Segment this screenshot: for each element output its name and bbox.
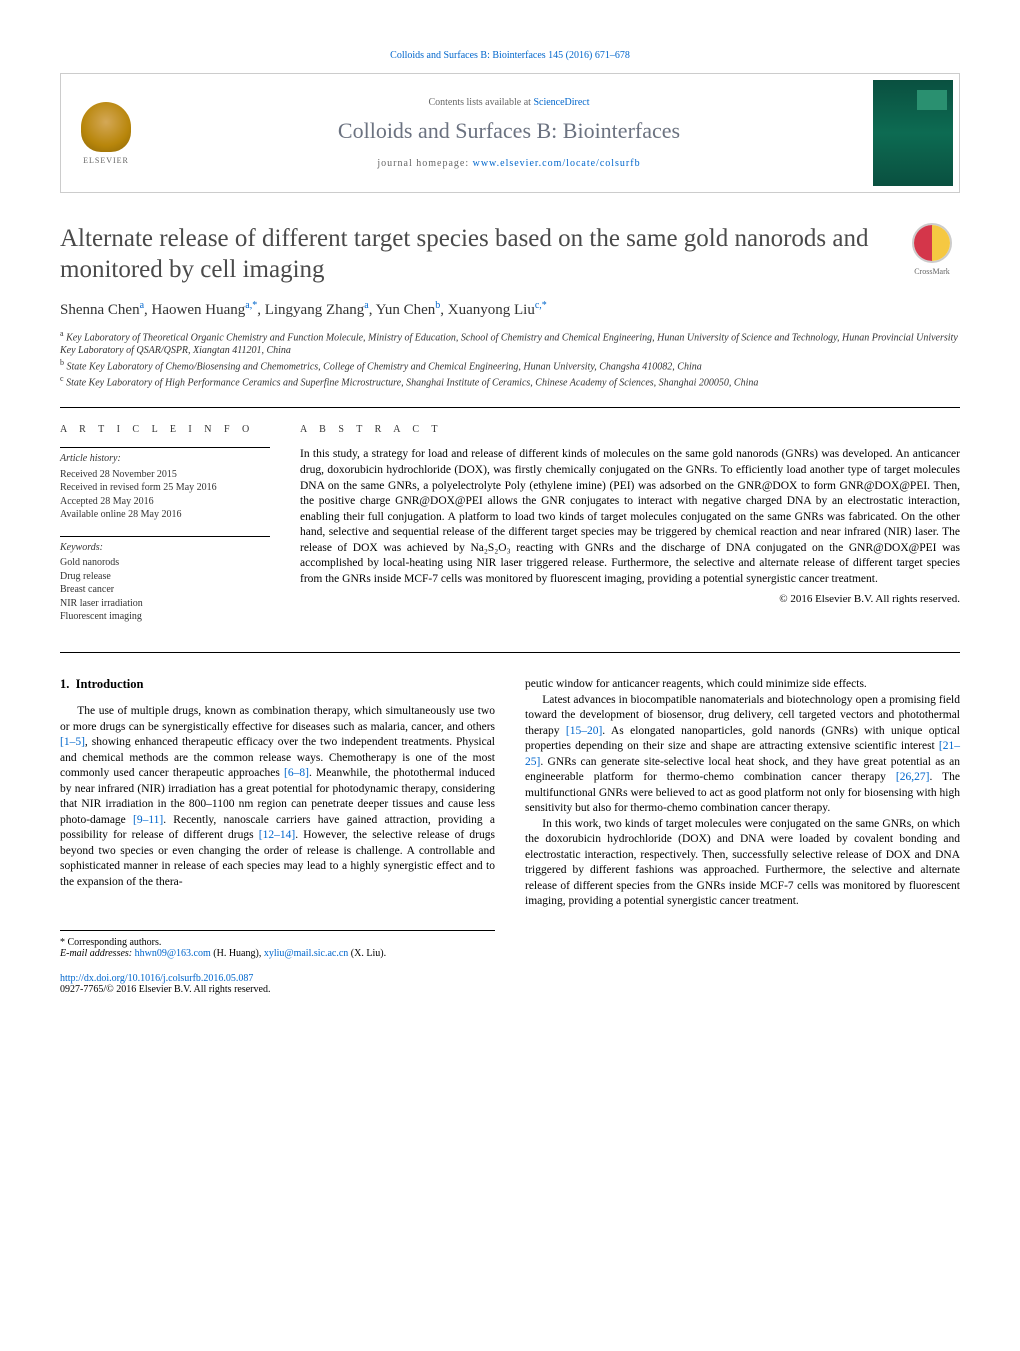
article-info-heading: A R T I C L E I N F O — [60, 424, 270, 435]
publisher-logo: ELSEVIER — [61, 74, 151, 192]
ref-link[interactable]: [9–11] — [133, 814, 163, 826]
crossmark-badge[interactable]: CrossMark — [904, 223, 960, 276]
corresponding-footnote: * Corresponding authors. E-mail addresse… — [60, 930, 495, 959]
keyword: Fluorescent imaging — [60, 610, 270, 624]
crossmark-label: CrossMark — [914, 267, 950, 276]
affiliation-a: a Key Laboratory of Theoretical Organic … — [60, 329, 960, 358]
journal-homepage-link[interactable]: www.elsevier.com/locate/colsurfb — [473, 158, 641, 169]
article-history-lines: Received 28 November 2015Received in rev… — [60, 468, 270, 522]
keyword: Breast cancer — [60, 583, 270, 597]
doi-block: http://dx.doi.org/10.1016/j.colsurfb.201… — [60, 973, 495, 995]
email-line: E-mail addresses: hhwn09@163.com (H. Hua… — [60, 948, 495, 959]
article-history-label: Article history: — [60, 452, 270, 466]
section-heading-intro: 1. Introduction — [60, 677, 495, 692]
homepage-prefix: journal homepage: — [377, 158, 472, 169]
article-info-column: A R T I C L E I N F O Article history: R… — [60, 424, 270, 638]
affiliations: a Key Laboratory of Theoretical Organic … — [60, 329, 960, 390]
journal-homepage-line: journal homepage: www.elsevier.com/locat… — [377, 158, 640, 169]
journal-cover-thumbnail — [873, 80, 953, 186]
contents-available-line: Contents lists available at ScienceDirec… — [428, 97, 589, 108]
history-line: Accepted 28 May 2016 — [60, 495, 270, 509]
ref-link[interactable]: [1–5] — [60, 736, 85, 748]
page-container: Colloids and Surfaces B: Biointerfaces 1… — [0, 0, 1020, 1035]
rule-bottom — [60, 652, 960, 653]
history-line: Received 28 November 2015 — [60, 468, 270, 482]
history-line: Received in revised form 25 May 2016 — [60, 481, 270, 495]
title-row: Alternate release of different target sp… — [60, 223, 960, 286]
ref-link[interactable]: [15–20] — [566, 725, 602, 737]
journal-header-box: ELSEVIER Contents lists available at Sci… — [60, 73, 960, 193]
ref-link[interactable]: [6–8] — [284, 767, 309, 779]
journal-citation: Colloids and Surfaces B: Biointerfaces 1… — [60, 50, 960, 61]
journal-name: Colloids and Surfaces B: Biointerfaces — [338, 118, 680, 144]
keyword: NIR laser irradiation — [60, 597, 270, 611]
publisher-name: ELSEVIER — [83, 156, 129, 165]
abstract-copyright: © 2016 Elsevier B.V. All rights reserved… — [300, 593, 960, 605]
keyword: Gold nanorods — [60, 556, 270, 570]
header-center: Contents lists available at ScienceDirec… — [151, 74, 867, 192]
article-history-block: Article history: Received 28 November 20… — [60, 447, 270, 522]
ref-link[interactable]: [21–25] — [525, 740, 960, 768]
contents-prefix: Contents lists available at — [428, 97, 533, 108]
info-abstract-row: A R T I C L E I N F O Article history: R… — [60, 408, 960, 652]
abstract-text: In this study, a strategy for load and r… — [300, 447, 960, 587]
body-columns: 1. Introduction The use of multiple drug… — [60, 677, 960, 995]
author-list: Shenna Chena, Haowen Huanga,*, Lingyang … — [60, 300, 960, 319]
affiliation-c: c State Key Laboratory of High Performan… — [60, 374, 960, 390]
corresponding-label: * Corresponding authors. — [60, 937, 495, 948]
intro-left-text: The use of multiple drugs, known as comb… — [60, 704, 495, 890]
left-column: 1. Introduction The use of multiple drug… — [60, 677, 495, 995]
abstract-heading: A B S T R A C T — [300, 424, 960, 435]
ref-link[interactable]: [26,27] — [896, 771, 930, 783]
email-link[interactable]: hhwn09@163.com — [135, 948, 211, 959]
right-column: peutic window for anticancer reagents, w… — [525, 677, 960, 995]
article-title: Alternate release of different target sp… — [60, 223, 904, 286]
history-line: Available online 28 May 2016 — [60, 508, 270, 522]
abstract-column: A B S T R A C T In this study, a strateg… — [300, 424, 960, 638]
issn-copyright: 0927-7765/© 2016 Elsevier B.V. All right… — [60, 984, 270, 995]
ref-link[interactable]: [12–14] — [259, 829, 295, 841]
keywords-label: Keywords: — [60, 541, 270, 555]
keyword: Drug release — [60, 570, 270, 584]
keywords-block: Keywords: Gold nanorodsDrug releaseBreas… — [60, 536, 270, 624]
intro-right-text: peutic window for anticancer reagents, w… — [525, 677, 960, 910]
crossmark-icon — [912, 223, 952, 263]
email-link[interactable]: xyliu@mail.sic.ac.cn — [264, 948, 348, 959]
sciencedirect-link[interactable]: ScienceDirect — [533, 97, 589, 108]
affiliation-b: b State Key Laboratory of Chemo/Biosensi… — [60, 358, 960, 374]
keyword-lines: Gold nanorodsDrug releaseBreast cancerNI… — [60, 556, 270, 624]
elsevier-tree-icon — [81, 102, 131, 152]
doi-link[interactable]: http://dx.doi.org/10.1016/j.colsurfb.201… — [60, 973, 253, 984]
